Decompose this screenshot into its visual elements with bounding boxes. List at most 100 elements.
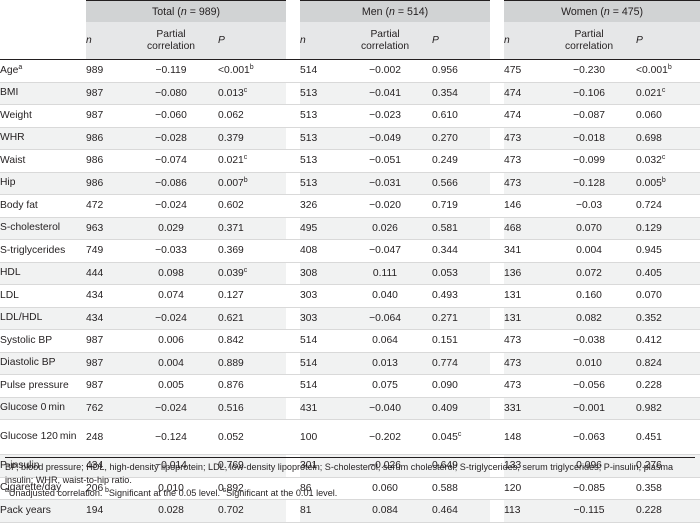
cell-p: 0.007b [218, 172, 287, 195]
cell-partial-correlation: −0.024 [124, 307, 218, 330]
cell-n: 513 [300, 82, 339, 105]
cell-p: 0.769 [218, 454, 287, 478]
table-row: S-cholesterol 963 0.029 0.371 495 0.026 0.581 4… [0, 217, 700, 240]
cell-n: 146 [504, 194, 543, 218]
cell-partial-correlation: 0.029 [124, 217, 218, 240]
cell-p: 0.053 [432, 262, 491, 285]
cell-p: 0.945 [636, 239, 700, 263]
abbreviations-note: BP, blood pressure; HDL, high-density li… [5, 462, 674, 485]
cell-partial-correlation: 0.075 [338, 374, 433, 398]
cell-p: 0.724 [636, 194, 700, 218]
cell-p: 0.516 [218, 397, 287, 420]
cell-n: 431 [300, 397, 339, 420]
cell-partial-correlation: 0.028 [124, 499, 218, 523]
cell-n: 434 [86, 307, 124, 330]
cell-p: 0.039c [218, 262, 287, 285]
cell-partial-correlation: 0.013 [338, 352, 433, 375]
table-row: Pulse pressure 987 0.005 0.876 514 0.075 0.090… [0, 374, 700, 398]
cell-partial-correlation: 0.005 [124, 374, 218, 398]
cell-n: 513 [300, 172, 339, 195]
cell-p: 0.045c [432, 419, 491, 455]
cell-n: 987 [86, 352, 124, 375]
corner-cell [0, 0, 86, 22]
group-header-total: Total (n = 989) [86, 0, 287, 22]
cell-n: 133 [504, 454, 543, 478]
col-p-men: P [432, 22, 491, 60]
cell-n: 473 [504, 352, 543, 375]
table-row: Diastolic BP 987 0.004 0.889 514 0.013 0.774 47… [0, 352, 700, 375]
cell-partial-correlation: 0.096 [542, 454, 637, 478]
row-label: Hip [0, 172, 86, 195]
cell-p: 0.379 [218, 127, 287, 150]
cell-partial-correlation: −0.024 [124, 397, 218, 420]
cell-n: 131 [504, 307, 543, 330]
cell-partial-correlation: −0.002 [338, 59, 433, 83]
cell-p: 0.876 [218, 374, 287, 398]
cell-p: <0.001b [636, 59, 700, 83]
cell-n: 762 [86, 397, 124, 420]
cell-p: 0.060 [636, 104, 700, 128]
cell-partial-correlation: −0.001 [542, 397, 637, 420]
cell-p: 0.774 [432, 352, 491, 375]
cell-partial-correlation: −0.03 [542, 194, 637, 218]
cell-partial-correlation: −0.063 [542, 419, 637, 455]
cell-partial-correlation: −0.018 [542, 127, 637, 150]
cell-n: 303 [300, 307, 339, 330]
cell-partial-correlation: −0.115 [542, 499, 637, 523]
cell-n: 473 [504, 329, 543, 353]
table-row: S-triglycerides 749 −0.033 0.369 408 −0.047 0.… [0, 239, 700, 263]
row-label: Cigarette/day [0, 477, 86, 500]
cell-p: 0.824 [636, 352, 700, 375]
cell-p: 0.405 [636, 262, 700, 285]
cell-p: 0.228 [636, 374, 700, 398]
row-label: Weight [0, 104, 86, 128]
cell-n: 989 [86, 59, 124, 83]
cell-p: 0.698 [636, 127, 700, 150]
cell-p: <0.001b [218, 59, 287, 83]
table-row: Systolic BP 987 0.006 0.842 514 0.064 0.151 473… [0, 329, 700, 353]
cell-n: 434 [86, 454, 124, 478]
cell-p: 0.493 [432, 284, 491, 308]
row-label: Agea [0, 59, 86, 83]
cell-n: 301 [300, 454, 339, 478]
cell-p: 0.702 [218, 499, 287, 523]
cell-p: 0.228 [636, 499, 700, 523]
row-label: BMI [0, 82, 86, 105]
table-row: Agea 989 −0.119 <0.001b 514 −0.002 0.956 475 −0.… [0, 59, 700, 83]
cell-p: 0.451 [636, 419, 700, 455]
cell-partial-correlation: −0.020 [338, 194, 433, 218]
cell-n: 987 [86, 104, 124, 128]
cell-n: 513 [300, 127, 339, 150]
cell-partial-correlation: 0.111 [338, 262, 433, 285]
cell-partial-correlation: 0.082 [542, 307, 637, 330]
table-row: Hip 986 −0.086 0.007b 513 −0.031 0.566 473 −0.12… [0, 172, 700, 195]
cell-p: 0.070 [636, 284, 700, 308]
cell-n: 475 [504, 59, 543, 83]
cell-n: 444 [86, 262, 124, 285]
group-header-women: Women (n = 475) [504, 0, 700, 22]
cell-partial-correlation: 0.006 [124, 329, 218, 353]
cell-partial-correlation: −0.038 [542, 329, 637, 353]
significance-notes: aUnadjusted correlation. bSignificant at… [5, 487, 338, 498]
cell-p: 0.062 [218, 104, 287, 128]
cell-n: 986 [86, 172, 124, 195]
cell-p: 0.369 [218, 239, 287, 263]
cell-n: 473 [504, 127, 543, 150]
cell-partial-correlation: −0.040 [338, 397, 433, 420]
cell-n: 473 [504, 149, 543, 173]
cell-partial-correlation: −0.028 [124, 127, 218, 150]
cell-n: 474 [504, 82, 543, 105]
cell-n: 495 [300, 217, 339, 240]
col-p-total: P [218, 22, 287, 60]
cell-partial-correlation: −0.024 [124, 194, 218, 218]
cell-p: 0.276 [636, 454, 700, 478]
cell-n: 749 [86, 239, 124, 263]
cell-partial-correlation: 0.026 [338, 217, 433, 240]
cell-p: 0.464 [432, 499, 491, 523]
col-partial-correlation-total: Partial correlation [124, 22, 218, 60]
cell-partial-correlation: −0.080 [124, 82, 218, 105]
row-label: LDL [0, 284, 86, 308]
row-label: HDL [0, 262, 86, 285]
cell-partial-correlation: −0.031 [338, 172, 433, 195]
